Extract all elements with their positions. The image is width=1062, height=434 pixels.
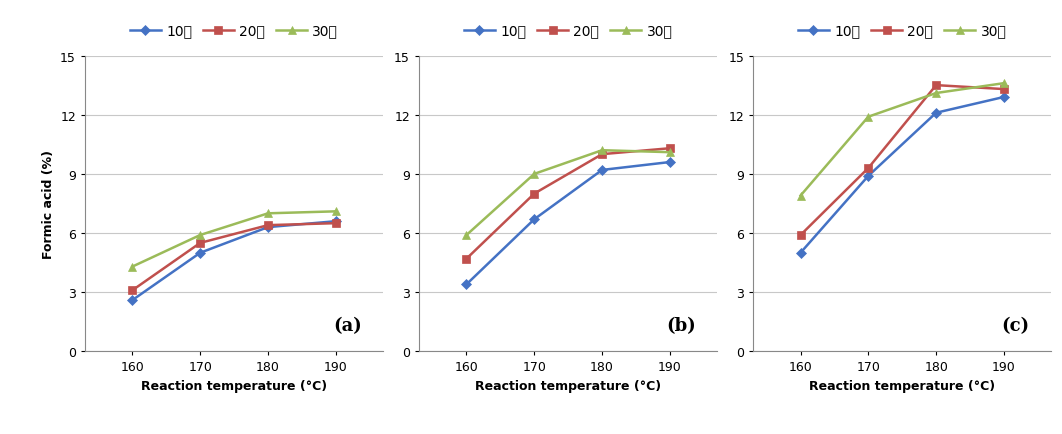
Text: (b): (b) [667,316,697,334]
Text: (c): (c) [1001,316,1030,334]
Text: (a): (a) [333,316,362,334]
X-axis label: Reaction temperature (°C): Reaction temperature (°C) [809,379,995,392]
X-axis label: Reaction temperature (°C): Reaction temperature (°C) [141,379,327,392]
X-axis label: Reaction temperature (°C): Reaction temperature (°C) [475,379,662,392]
Legend: 10분, 20분, 30분: 10분, 20분, 30분 [124,19,344,44]
Legend: 10분, 20분, 30분: 10분, 20분, 30분 [459,19,678,44]
Y-axis label: Formic acid (%): Formic acid (%) [41,150,54,258]
Legend: 10분, 20분, 30분: 10분, 20분, 30분 [792,19,1012,44]
